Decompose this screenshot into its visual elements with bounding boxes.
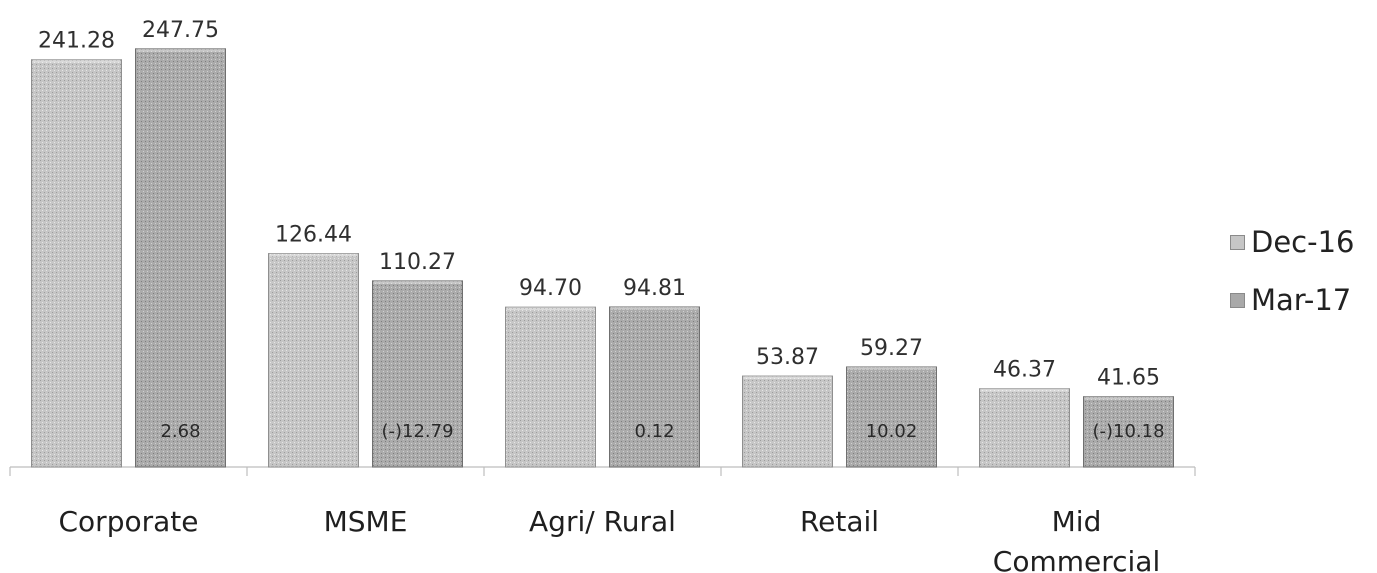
change-label-msme: (-)12.79 — [381, 421, 453, 442]
bar-highlight — [1084, 396, 1173, 400]
change-label-corporate: 2.68 — [160, 421, 200, 442]
bar-dec-16-msme — [268, 253, 359, 468]
bar-dec-16-corporate — [31, 59, 122, 468]
axis-layer — [9, 466, 1196, 476]
legend-label-dec-16: Dec-16 — [1251, 225, 1355, 259]
x-tick-label-mid-commercial: Mid — [1052, 505, 1102, 538]
bar-highlight — [506, 307, 595, 311]
bar-highlight — [743, 376, 832, 380]
data-label-dec-16-msme: 126.44 — [275, 223, 352, 248]
x-tick-label-msme: MSME — [324, 505, 408, 538]
bar-highlight — [847, 366, 936, 370]
bar-mar-17-agri-rural — [609, 306, 700, 468]
bar-dec-16-retail — [742, 375, 833, 468]
bar-highlight — [136, 48, 225, 52]
x-tick-label-agri-rural: Agri/ Rural — [529, 505, 676, 538]
data-label-mar-17-corporate: 247.75 — [142, 18, 219, 43]
bar-mar-17-msme — [372, 280, 463, 468]
data-label-mar-17-agri-rural: 94.81 — [623, 276, 686, 301]
x-tick-label-retail: Retail — [800, 505, 879, 538]
legend-item-mar-17: Mar-17 — [1230, 280, 1375, 320]
bar-highlight — [610, 306, 699, 310]
data-label-dec-16-agri-rural: 94.70 — [519, 276, 582, 301]
data-label-dec-16-retail: 53.87 — [756, 345, 819, 370]
bar-dec-16-mid-commercial — [979, 388, 1070, 468]
bar-mar-17-mid-commercial — [1083, 396, 1174, 468]
bar-mar-17-retail — [846, 366, 937, 468]
data-label-mar-17-retail: 59.27 — [860, 336, 923, 361]
bar-highlight — [980, 388, 1069, 392]
legend-swatch-dec-16 — [1230, 234, 1245, 250]
data-label-dec-16-corporate: 241.28 — [38, 29, 115, 54]
change-label-agri-rural: 0.12 — [634, 421, 674, 442]
legend: Dec-16 Mar-17 — [1230, 222, 1375, 338]
change-label-retail: 10.02 — [866, 421, 918, 442]
data-label-mar-17-mid-commercial: 41.65 — [1097, 366, 1160, 391]
change-label-mid-commercial: (-)10.18 — [1092, 421, 1164, 442]
data-label-dec-16-mid-commercial: 46.37 — [993, 358, 1056, 383]
bars-layer — [31, 48, 1174, 468]
legend-label-mar-17: Mar-17 — [1251, 283, 1352, 317]
legend-item-dec-16: Dec-16 — [1230, 222, 1375, 262]
bar-highlight — [269, 253, 358, 257]
bar-dec-16-agri-rural — [505, 306, 596, 468]
x-tick-label-corporate: Corporate — [59, 505, 199, 538]
bar-highlight — [373, 280, 462, 284]
legend-swatch-mar-17 — [1230, 292, 1245, 308]
bar-mar-17-corporate — [135, 48, 226, 468]
bar-highlight — [32, 59, 121, 63]
data-label-mar-17-msme: 110.27 — [379, 250, 456, 275]
labels-layer: 241.28 247.75 2.68 Corporate 126.44 110.27 (-)… — [38, 18, 1165, 573]
x-tick-label-mid-commercial: Commercial — [993, 545, 1160, 573]
